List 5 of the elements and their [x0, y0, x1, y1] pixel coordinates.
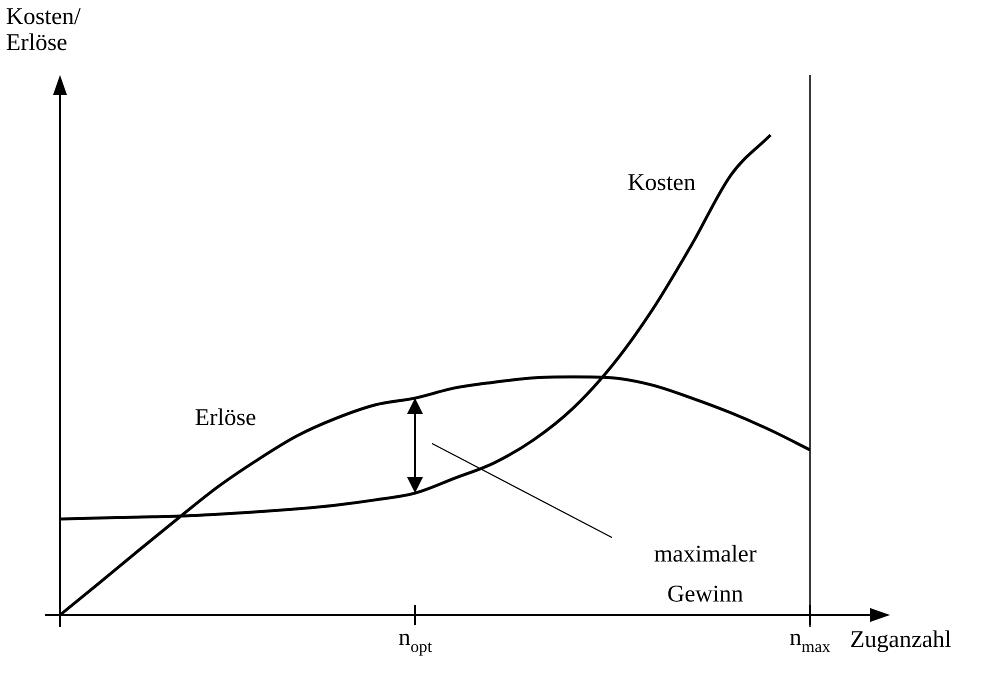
x-axis-title: Zuganzahl	[850, 627, 952, 653]
series-label: Erlöse	[194, 404, 256, 431]
series-label: Kosten	[628, 170, 696, 196]
y-axis-title: Kosten/ Erlöse	[6, 4, 81, 56]
annotation: maximaler Gewinn	[654, 542, 757, 608]
